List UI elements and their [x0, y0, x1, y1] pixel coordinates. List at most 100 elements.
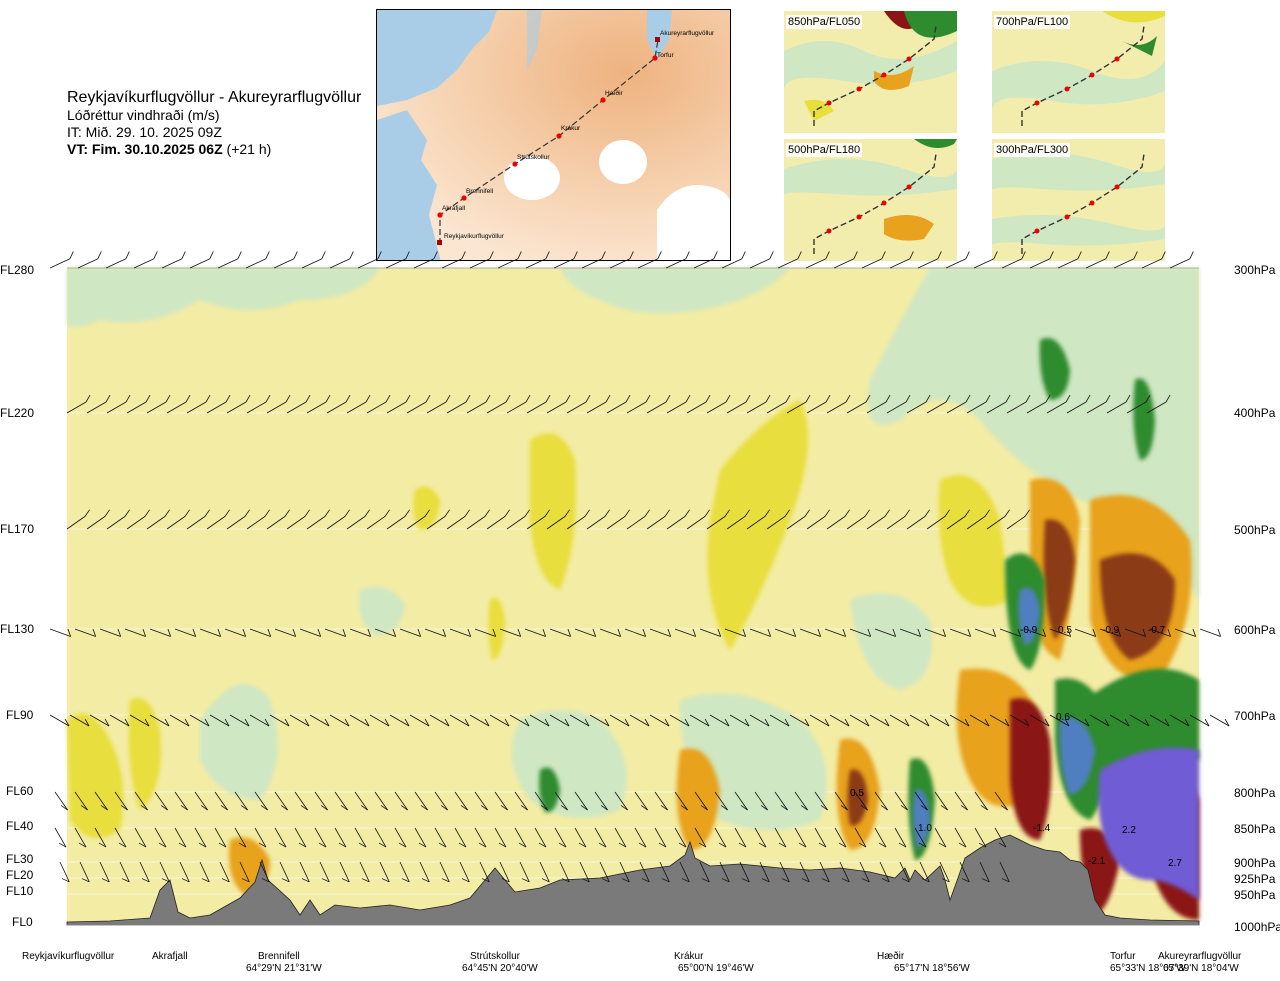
wind-barb-feather: [344, 509, 350, 517]
wind-barb: [959, 861, 970, 883]
wind-barb: [289, 714, 310, 727]
wind-barb: [946, 516, 966, 530]
wind-barb-feather: [121, 878, 130, 883]
wind-barb: [166, 401, 187, 414]
wind-barb: [206, 401, 227, 414]
wind-barb-feather: [521, 878, 530, 883]
wind-barb: [279, 861, 290, 883]
wind-barb-feather: [620, 805, 628, 811]
wind-barb: [134, 791, 148, 811]
wind-barb-feather: [720, 805, 728, 811]
wind-barb-feather: [501, 878, 510, 883]
wind-barb-feather: [792, 628, 797, 637]
wind-barb: [525, 258, 547, 269]
wind-barb-feather: [784, 509, 790, 517]
wind-barb: [706, 401, 727, 414]
wind-barb-feather: [145, 394, 151, 403]
wind-barb-feather: [984, 509, 990, 517]
wind-barb: [709, 714, 730, 727]
wind-barb-feather: [64, 718, 70, 727]
wind-barb: [206, 516, 226, 530]
wind-barb-feather: [881, 878, 890, 883]
wind-barb-feather: [305, 394, 311, 403]
wind-barb: [766, 401, 787, 414]
fl-label: FL10: [6, 884, 34, 898]
wind-barb: [637, 258, 659, 269]
mini-map-700: 700hPa/FL100: [992, 11, 1165, 133]
wind-barb: [189, 258, 211, 269]
wind-barb: [554, 791, 568, 811]
wind-barb: [934, 791, 948, 811]
wind-barb-feather: [658, 842, 667, 848]
wind-barb: [494, 791, 508, 811]
wind-barb-feather: [120, 805, 128, 811]
wind-barb: [559, 861, 570, 883]
wind-barb-feather: [244, 509, 250, 517]
station-coord: 65°39'N 18°04'W: [1163, 963, 1239, 974]
wind-barb: [1029, 258, 1051, 269]
wind-barb-feather: [965, 251, 970, 259]
wind-barb-feather: [1064, 718, 1070, 727]
wind-barb: [1001, 258, 1023, 269]
wind-barb-feather: [517, 251, 522, 259]
wind-barb-feather: [892, 628, 897, 637]
wind-barb: [449, 628, 471, 637]
wind-barb: [906, 401, 927, 414]
variable-label: Lóðréttur vindhraði (m/s): [67, 107, 220, 123]
wind-barb: [849, 628, 871, 637]
wind-barb: [239, 861, 250, 883]
wind-barb-feather: [1025, 394, 1031, 403]
wind-barb-feather: [178, 842, 187, 848]
wind-barb: [354, 827, 367, 848]
wind-barb: [654, 791, 668, 811]
wind-barb: [1129, 714, 1150, 727]
wind-barb-feather: [292, 628, 297, 637]
wind-barb: [1074, 628, 1096, 637]
wind-barb: [386, 401, 407, 414]
wind-barb: [54, 827, 67, 848]
wind-barb: [466, 401, 487, 414]
wind-barb-feather: [804, 509, 810, 517]
wind-barb: [646, 516, 666, 530]
wind-barb-feather: [1104, 718, 1110, 727]
wind-barb: [99, 628, 121, 637]
wind-barb: [249, 628, 271, 637]
wind-barb: [139, 861, 150, 883]
wind-barb-feather: [641, 878, 650, 883]
wind-barb: [1189, 714, 1210, 727]
wind-barb-feather: [293, 251, 298, 259]
wind-barb-feather: [301, 878, 310, 883]
wind-barb-feather: [921, 878, 930, 883]
wind-barb-feather: [917, 628, 922, 637]
wind-barb: [809, 714, 830, 727]
wind-barb-feather: [864, 509, 870, 517]
wind-barb-feather: [184, 718, 190, 727]
wind-barb-feather: [880, 805, 888, 811]
wind-barb-feather: [101, 878, 110, 883]
wind-barb: [739, 861, 750, 883]
wind-barb-feather: [601, 251, 606, 259]
wind-barb-feather: [867, 628, 872, 637]
wind-barb-feather: [1189, 251, 1194, 259]
wind-barb: [986, 401, 1007, 414]
wind-barb: [586, 401, 607, 414]
wind-barb: [129, 714, 150, 727]
wind-barb: [946, 401, 967, 414]
wind-barb: [459, 861, 470, 883]
wind-barb: [419, 861, 430, 883]
wind-barb-feather: [685, 251, 690, 259]
wind-barb-feather: [105, 394, 111, 403]
wind-barb: [886, 401, 907, 414]
wind-barb-feather: [985, 394, 991, 403]
wind-barb-feather: [567, 628, 572, 637]
wind-barb-feather: [580, 805, 588, 811]
wind-barb-feather: [205, 394, 211, 403]
wind-barb-feather: [745, 394, 751, 403]
wind-barb: [774, 827, 787, 848]
wind-barb-feather: [918, 842, 927, 848]
wind-barb: [1099, 628, 1121, 637]
wind-barb: [301, 258, 323, 269]
wind-barb-feather: [840, 805, 848, 811]
wind-barb: [266, 401, 287, 414]
